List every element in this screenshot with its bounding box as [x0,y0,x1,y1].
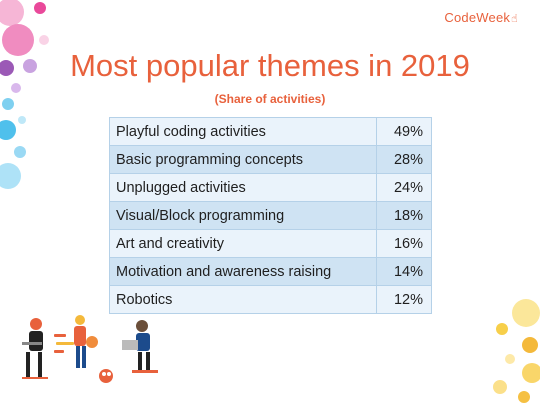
theme-share: 18% [376,201,432,230]
theme-share: 49% [376,117,432,146]
brand-name: CodeWeek [444,10,511,25]
theme-label: Motivation and awareness raising [109,257,377,286]
decorative-bubbles-right [493,299,540,403]
theme-label: Art and creativity [109,229,377,258]
theme-share: 16% [376,229,432,258]
table-row: Art and creativity 16% [109,229,432,258]
page-subtitle: (Share of activities) [214,92,326,106]
table-row: Motivation and awareness raising 14% [109,257,432,286]
pointing-hand-icon: ☝ [511,13,518,25]
codeweek-logo: CodeWeek☝ [444,10,518,25]
table-row: Playful coding activities 49% [109,117,432,146]
theme-share: 14% [376,257,432,286]
kids-coding-illustration [22,315,158,383]
table-row: Unplugged activities 24% [109,173,432,202]
theme-label: Playful coding activities [109,117,377,146]
theme-share: 28% [376,145,432,174]
theme-share: 24% [376,173,432,202]
table-row: Basic programming concepts 28% [109,145,432,174]
page-title: Most popular themes in 2019 [70,48,470,83]
theme-label: Unplugged activities [109,173,377,202]
theme-label: Basic programming concepts [109,145,377,174]
table-row: Robotics 12% [109,285,432,314]
decorative-bubbles-left [0,0,49,189]
theme-label: Robotics [109,285,377,314]
theme-share: 12% [376,285,432,314]
themes-table: Playful coding activities 49% Basic progra… [109,117,432,314]
theme-label: Visual/Block programming [109,201,377,230]
table-row: Visual/Block programming 18% [109,201,432,230]
